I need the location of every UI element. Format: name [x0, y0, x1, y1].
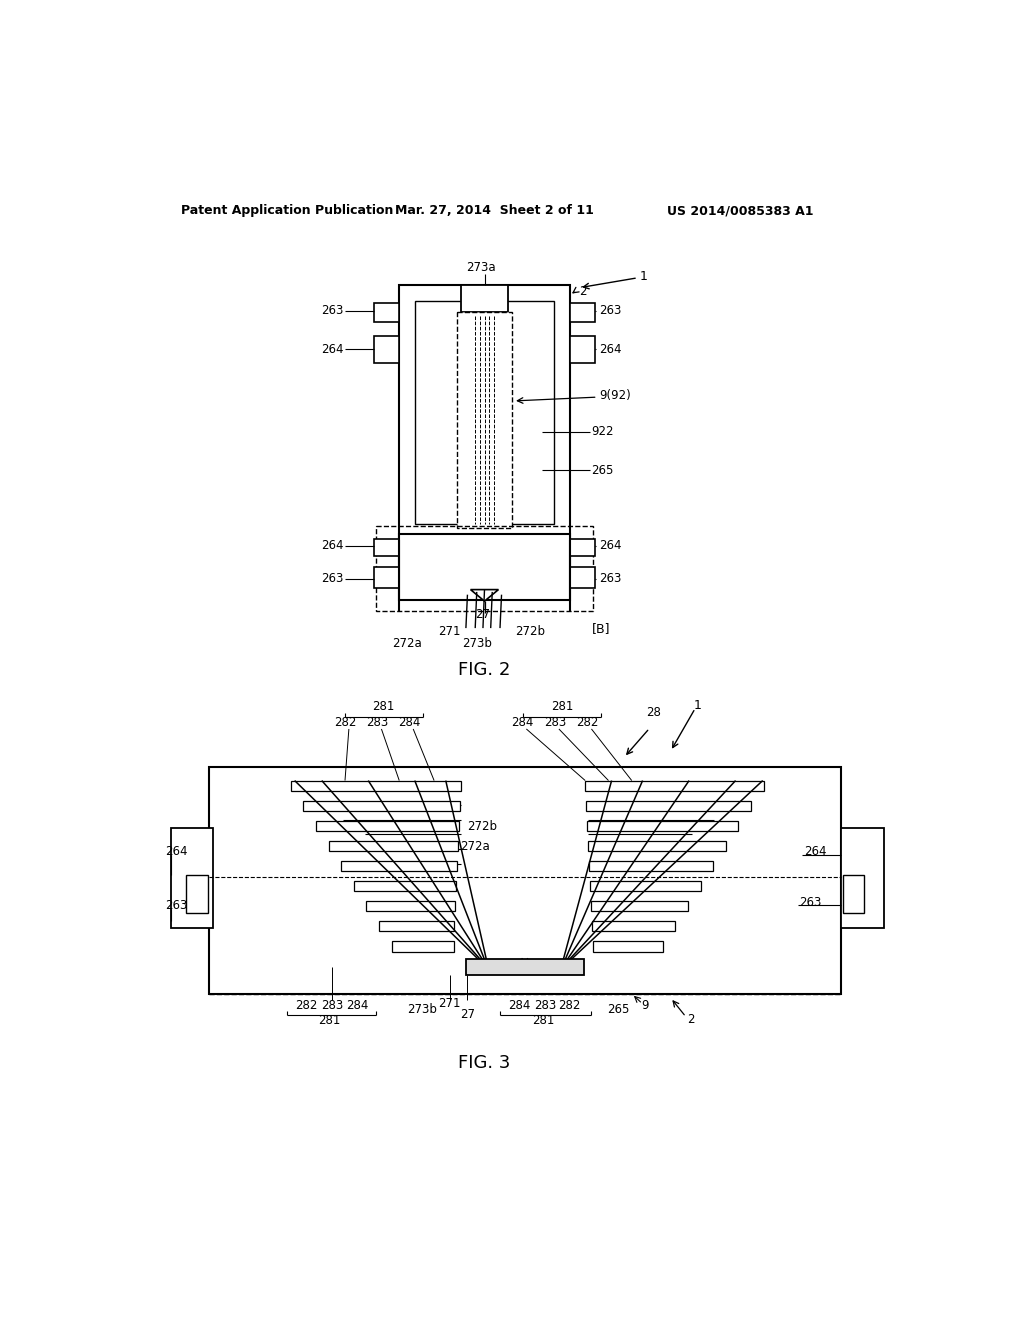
Bar: [303, 800, 460, 812]
Bar: [841, 829, 884, 928]
Bar: [375, 566, 399, 589]
Text: 282: 282: [295, 999, 317, 1012]
Text: 263: 263: [599, 573, 622, 585]
Bar: [591, 900, 688, 911]
Bar: [399, 535, 569, 599]
Bar: [375, 539, 399, 556]
Text: 9(92): 9(92): [599, 389, 631, 403]
Text: 281: 281: [551, 700, 573, 713]
Text: 264: 264: [165, 845, 187, 858]
Text: [B]: [B]: [592, 622, 610, 635]
Text: 281: 281: [532, 1014, 555, 1027]
Bar: [341, 861, 458, 871]
Text: 272a: 272a: [392, 638, 422, 649]
Polygon shape: [471, 590, 499, 601]
Bar: [291, 780, 461, 792]
Text: 281: 281: [373, 700, 395, 713]
Text: 264: 264: [804, 845, 826, 858]
Text: 273b: 273b: [462, 638, 492, 649]
Bar: [587, 821, 738, 832]
Text: 284: 284: [511, 717, 534, 730]
Text: 264: 264: [321, 539, 343, 552]
Text: 282: 282: [577, 717, 599, 730]
Text: Patent Application Publication: Patent Application Publication: [180, 205, 393, 218]
Bar: [329, 841, 459, 851]
Text: 922: 922: [592, 425, 614, 438]
Bar: [353, 880, 457, 891]
Text: 282: 282: [558, 999, 581, 1012]
Bar: [458, 313, 512, 528]
Text: 284: 284: [346, 999, 369, 1012]
Bar: [586, 780, 764, 792]
Bar: [367, 900, 456, 911]
Text: 271: 271: [438, 624, 461, 638]
Text: 284: 284: [508, 999, 530, 1012]
Text: 265: 265: [592, 463, 613, 477]
Bar: [171, 829, 213, 928]
Bar: [466, 960, 584, 974]
Bar: [316, 821, 460, 832]
Text: 2: 2: [687, 1012, 695, 1026]
Bar: [588, 841, 726, 851]
Text: 284: 284: [398, 717, 421, 730]
Bar: [415, 301, 554, 524]
Text: 263: 263: [322, 305, 343, 317]
Bar: [376, 527, 593, 611]
Text: 265: 265: [607, 1003, 630, 1016]
Bar: [569, 566, 595, 589]
Text: Mar. 27, 2014  Sheet 2 of 11: Mar. 27, 2014 Sheet 2 of 11: [395, 205, 594, 218]
Text: 272b: 272b: [515, 624, 546, 638]
Bar: [375, 335, 399, 363]
Text: 1: 1: [693, 698, 701, 711]
Bar: [589, 861, 713, 871]
Text: FIG. 2: FIG. 2: [459, 661, 511, 680]
Bar: [569, 335, 595, 363]
Text: 283: 283: [321, 999, 343, 1012]
Bar: [391, 941, 454, 952]
Text: 283: 283: [367, 717, 389, 730]
Text: FIG. 3: FIG. 3: [459, 1055, 511, 1072]
Text: 272a: 272a: [460, 840, 489, 853]
Bar: [399, 285, 569, 540]
Text: 263: 263: [799, 896, 821, 908]
Text: 263: 263: [599, 305, 622, 317]
Text: 263: 263: [322, 573, 343, 585]
Text: 283: 283: [534, 999, 556, 1012]
Text: 281: 281: [318, 1014, 341, 1027]
Text: 263: 263: [165, 899, 187, 912]
Polygon shape: [466, 285, 503, 300]
Bar: [586, 800, 751, 812]
Text: 272b: 272b: [467, 820, 498, 833]
Text: 2: 2: [579, 285, 587, 298]
Bar: [569, 304, 595, 322]
Text: 273a: 273a: [466, 261, 496, 275]
Text: 283: 283: [544, 717, 566, 730]
Bar: [379, 921, 455, 932]
Text: 28: 28: [646, 705, 660, 718]
Text: 264: 264: [321, 343, 343, 356]
Text: 9: 9: [641, 999, 648, 1012]
Text: 1: 1: [640, 269, 647, 282]
Text: 264: 264: [599, 539, 622, 552]
Text: 264: 264: [599, 343, 622, 356]
Text: 282: 282: [334, 717, 356, 730]
Text: 273b: 273b: [407, 1003, 437, 1016]
Text: 271: 271: [438, 998, 461, 1010]
Bar: [569, 539, 595, 556]
Bar: [209, 767, 841, 994]
Text: 27: 27: [475, 607, 489, 620]
Bar: [461, 285, 508, 313]
Bar: [375, 304, 399, 322]
Text: US 2014/0085383 A1: US 2014/0085383 A1: [667, 205, 813, 218]
Bar: [186, 874, 208, 913]
Text: 27: 27: [460, 1008, 475, 1022]
Bar: [843, 874, 864, 913]
Bar: [592, 921, 676, 932]
Bar: [593, 941, 663, 952]
Bar: [590, 880, 700, 891]
